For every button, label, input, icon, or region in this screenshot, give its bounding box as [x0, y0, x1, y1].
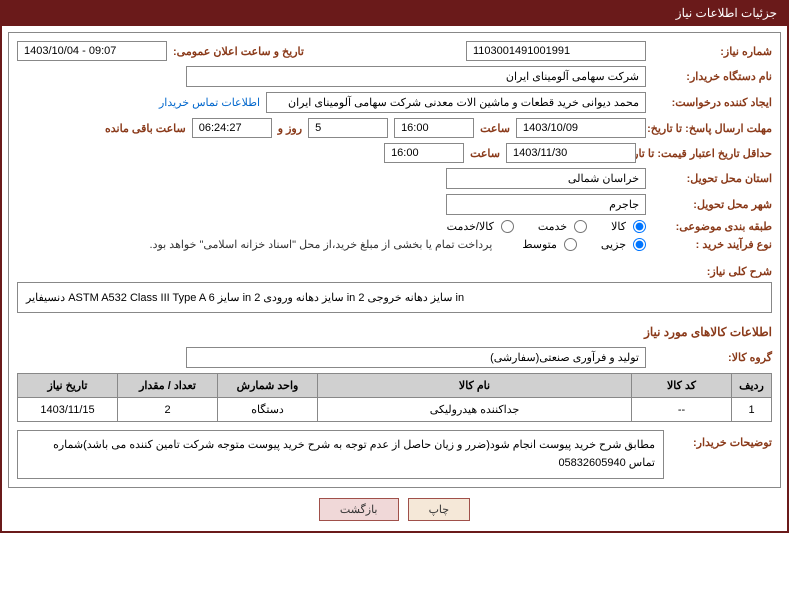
province-label: استان محل تحویل:: [652, 172, 772, 185]
row-category: طبقه بندی موضوعی: کالا خدمت کالا/خدمت: [17, 220, 772, 233]
th-row: ردیف: [732, 374, 772, 398]
td-code: --: [632, 398, 732, 422]
row-province: استان محل تحویل: خراسان شمالی: [17, 168, 772, 189]
print-button[interactable]: چاپ: [408, 498, 471, 521]
radio-service-label: خدمت: [538, 220, 567, 233]
row-buyer-org: نام دستگاه خریدار: شرکت سهامی آلومینای ا…: [17, 66, 772, 87]
th-unit: واحد شمارش: [218, 374, 318, 398]
validity-date: 1403/11/30: [506, 143, 636, 163]
buyer-notes-text: مطابق شرح خرید پیوست انجام شود(ضرر و زیا…: [17, 430, 664, 479]
response-time: 16:00: [394, 118, 474, 138]
response-deadline-label: مهلت ارسال پاسخ: تا تاریخ:: [652, 122, 772, 135]
td-name: جداکننده هیدرولیکی: [318, 398, 632, 422]
row-process: نوع فرآیند خرید : جزیی متوسط پرداخت تمام…: [17, 238, 772, 251]
radio-goods-label: کالا: [611, 220, 626, 233]
validity-label: حداقل تاریخ اعتبار قیمت: تا تاریخ:: [642, 147, 772, 160]
table-header-row: ردیف کد کالا نام کالا واحد شمارش تعداد /…: [18, 374, 772, 398]
form-panel: شماره نیاز: 1103001491001991 تاریخ و ساع…: [8, 32, 781, 488]
goods-group-label: گروه کالا:: [652, 351, 772, 364]
days-remaining: 5: [308, 118, 388, 138]
goods-section-title: اطلاعات کالاهای مورد نیاز: [17, 325, 772, 339]
th-name: نام کالا: [318, 374, 632, 398]
radio-medium-label: متوسط: [522, 238, 557, 251]
validity-time: 16:00: [384, 143, 464, 163]
buyer-org-label: نام دستگاه خریدار:: [652, 70, 772, 83]
radio-medium[interactable]: [564, 238, 577, 251]
countdown: 06:24:27: [192, 118, 272, 138]
td-date: 1403/11/15: [18, 398, 118, 422]
requester-label: ایجاد کننده درخواست:: [652, 96, 772, 109]
row-goods-group: گروه کالا: تولید و فرآوری صنعتی(سفارشی): [17, 347, 772, 368]
city-label: شهر محل تحویل:: [652, 198, 772, 211]
th-code: کد کالا: [632, 374, 732, 398]
buyer-notes-label: توضیحات خریدار:: [672, 430, 772, 449]
th-qty: تعداد / مقدار: [118, 374, 218, 398]
need-number-label: شماره نیاز:: [652, 45, 772, 58]
response-date: 1403/10/09: [516, 118, 646, 138]
city-value: جاجرم: [446, 194, 646, 215]
time-label-1: ساعت: [480, 122, 510, 135]
process-note: پرداخت تمام یا بخشی از مبلغ خرید،از محل …: [150, 238, 493, 251]
buyer-org-value: شرکت سهامی آلومینای ایران: [186, 66, 646, 87]
need-number-value: 1103001491001991: [466, 41, 646, 61]
radio-goods[interactable]: [633, 220, 646, 233]
province-value: خراسان شمالی: [446, 168, 646, 189]
row-city: شهر محل تحویل: جاجرم: [17, 194, 772, 215]
page-header: جزئیات اطلاعات نیاز: [0, 0, 789, 26]
days-text: روز و: [278, 122, 302, 135]
td-qty: 2: [118, 398, 218, 422]
radio-minor[interactable]: [633, 238, 646, 251]
button-bar: چاپ بازگشت: [8, 488, 781, 525]
radio-minor-label: جزیی: [601, 238, 626, 251]
td-num: 1: [732, 398, 772, 422]
radio-service[interactable]: [574, 220, 587, 233]
table-row: 1 -- جداکننده هیدرولیکی دستگاه 2 1403/11…: [18, 398, 772, 422]
contact-link[interactable]: اطلاعات تماس خریدار: [159, 96, 260, 109]
goods-table: ردیف کد کالا نام کالا واحد شمارش تعداد /…: [17, 373, 772, 422]
row-requester: ایجاد کننده درخواست: محمد دیوانی خرید قط…: [17, 92, 772, 113]
td-unit: دستگاه: [218, 398, 318, 422]
requester-value: محمد دیوانی خرید قطعات و ماشین الات معدن…: [266, 92, 646, 113]
back-button[interactable]: بازگشت: [319, 498, 399, 521]
process-label: نوع فرآیند خرید :: [652, 238, 772, 251]
row-need-number: شماره نیاز: 1103001491001991 تاریخ و ساع…: [17, 41, 772, 61]
content-frame: شماره نیاز: 1103001491001991 تاریخ و ساع…: [0, 26, 789, 533]
category-label: طبقه بندی موضوعی:: [652, 220, 772, 233]
remaining-text: ساعت باقی مانده: [105, 122, 186, 135]
goods-group-value: تولید و فرآوری صنعتی(سفارشی): [186, 347, 646, 368]
header-title: جزئیات اطلاعات نیاز: [676, 6, 777, 20]
time-label-2: ساعت: [470, 147, 500, 160]
announce-value: 1403/10/04 - 09:07: [17, 41, 167, 61]
radio-goods-service[interactable]: [501, 220, 514, 233]
description-text: دنسیفایر ASTM A532 Class III Type A سایز…: [17, 282, 772, 313]
description-label: شرح کلی نیاز:: [707, 266, 772, 278]
row-validity: حداقل تاریخ اعتبار قیمت: تا تاریخ: 1403/…: [17, 143, 772, 163]
radio-goods-service-label: کالا/خدمت: [447, 220, 494, 233]
th-date: تاریخ نیاز: [18, 374, 118, 398]
row-response-deadline: مهلت ارسال پاسخ: تا تاریخ: 1403/10/09 سا…: [17, 118, 772, 138]
announce-label: تاریخ و ساعت اعلان عمومی:: [173, 45, 304, 58]
row-buyer-notes: توضیحات خریدار: مطابق شرح خرید پیوست انج…: [17, 430, 772, 479]
